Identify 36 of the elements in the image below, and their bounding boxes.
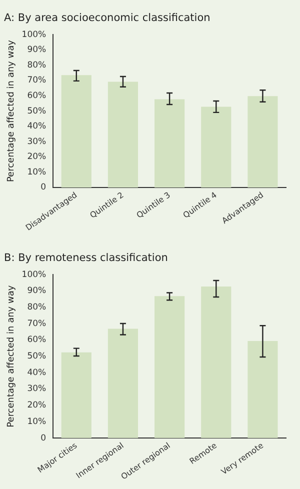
y-tick-label: 80%: [27, 302, 46, 312]
y-tick-label: 10%: [27, 416, 46, 427]
y-tick-label: 90%: [27, 45, 46, 56]
y-tick-label: 10%: [27, 167, 46, 178]
y-tick-label: 100%: [22, 30, 46, 40]
bar: [154, 99, 185, 188]
bar: [248, 340, 278, 438]
bar: [61, 352, 92, 438]
y-tick-label: 60%: [27, 90, 46, 101]
bar: [61, 75, 92, 188]
y-tick-label: 70%: [27, 318, 46, 329]
y-tick-label: 100%: [22, 270, 46, 280]
y-axis-title: Percentage affected in any way: [6, 39, 17, 182]
y-tick-label: 90%: [27, 286, 46, 296]
y-tick-label: 40%: [27, 122, 46, 132]
bar: [201, 106, 232, 188]
y-tick-label: 20%: [27, 152, 46, 162]
y-tick-label: 40%: [27, 368, 46, 378]
bar: [108, 328, 138, 438]
chart-title: B: By remoteness classification: [4, 252, 168, 264]
y-axis-title: Percentage affected in any way: [6, 284, 17, 428]
chart-title: A: By area socioeconomic classification: [4, 12, 210, 24]
bar: [108, 82, 138, 188]
y-tick-label: 50%: [27, 352, 46, 362]
y-tick-label: 0: [40, 433, 46, 444]
bar: [201, 286, 232, 438]
y-tick-label: 70%: [27, 76, 46, 86]
y-tick-label: 30%: [27, 384, 46, 394]
y-tick-label: 60%: [27, 335, 46, 346]
y-tick-label: 30%: [27, 136, 46, 147]
y-tick-label: 50%: [27, 106, 46, 116]
bar: [248, 96, 278, 188]
bar: [154, 296, 185, 438]
y-tick-label: 20%: [27, 400, 46, 411]
y-tick-label: 0: [40, 182, 46, 193]
y-tick-label: 80%: [27, 60, 46, 70]
